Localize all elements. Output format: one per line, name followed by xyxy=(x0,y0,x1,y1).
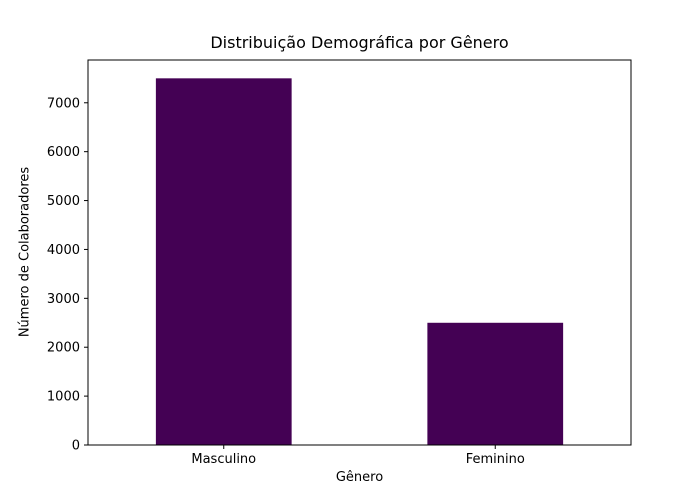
x-tick-label: Masculino xyxy=(191,452,256,467)
bar-feminino xyxy=(427,322,564,445)
y-tick-label: 6000 xyxy=(47,145,80,160)
y-tick-label: 0 xyxy=(72,439,80,454)
y-tick-label: 7000 xyxy=(47,96,80,111)
y-tick-label: 2000 xyxy=(47,341,80,356)
y-axis-label: Número de Colaboradores xyxy=(17,166,33,338)
plot-border xyxy=(87,59,632,446)
y-tick-label: 3000 xyxy=(47,292,80,307)
x-tick-label: Feminino xyxy=(466,452,525,467)
y-tick-label: 1000 xyxy=(47,390,80,405)
chart-title: Distribuição Demográfica por Gênero xyxy=(210,33,509,52)
bar-masculino xyxy=(155,78,292,445)
x-axis-label: Gênero xyxy=(335,470,384,485)
y-tick-label: 4000 xyxy=(47,243,80,258)
y-tick-label: 5000 xyxy=(47,194,80,209)
